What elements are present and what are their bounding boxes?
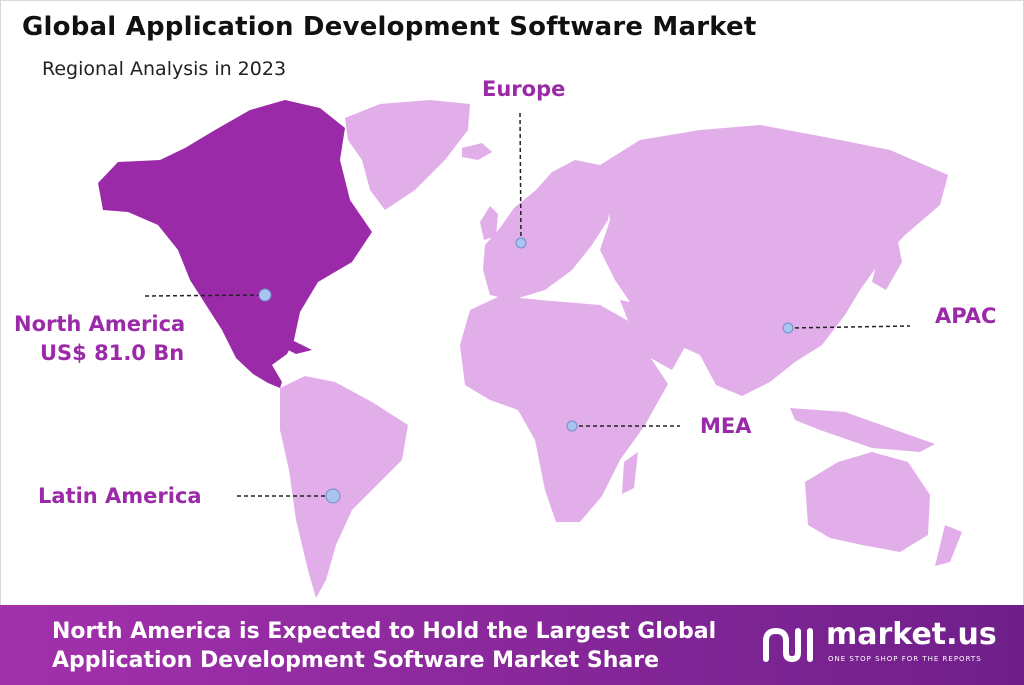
market-us-logo: market.us ONE STOP SHOP FOR THE REPORTS (760, 617, 1010, 671)
greenland-shape (345, 100, 470, 210)
north-america-leader-line (144, 294, 266, 297)
south-america-shape (280, 376, 408, 598)
japan-shape (872, 232, 902, 290)
apac-label: APAC (935, 304, 997, 328)
page-title: Global Application Development Software … (22, 12, 757, 42)
australia-shape (805, 452, 930, 552)
europe-leader-line (519, 112, 522, 244)
footer-message: North America is Expected to Hold the La… (52, 617, 716, 675)
apac-leader-line (787, 325, 911, 329)
madagascar-shape (622, 452, 638, 494)
new-zealand-shape (935, 525, 962, 566)
mea-marker (566, 420, 578, 432)
latin-america-label: Latin America (38, 484, 202, 508)
footer-banner: North America is Expected to Hold the La… (0, 605, 1024, 685)
latin-america-marker (325, 488, 341, 504)
asia-shape (600, 125, 948, 396)
africa-shape (460, 296, 668, 522)
world-map (98, 100, 962, 598)
europe-marker (515, 237, 527, 249)
europe-label: Europe (482, 77, 566, 101)
north-america-value: US$ 81.0 Bn (40, 341, 185, 365)
logo-mark-icon (763, 627, 813, 663)
iceland-shape (462, 143, 492, 160)
footer-line-2: Application Development Software Market … (52, 648, 660, 673)
apac-marker (782, 322, 794, 334)
logo-name: market.us (826, 617, 997, 652)
cuba-shape (272, 340, 312, 354)
europe-shape (483, 160, 612, 300)
arabia-shape (620, 300, 690, 370)
footer-line-1: North America is Expected to Hold the La… (52, 619, 717, 644)
uk-shape (480, 206, 498, 240)
north-america-shape (98, 100, 372, 388)
logo-tagline: ONE STOP SHOP FOR THE REPORTS (828, 655, 982, 663)
indonesia-shape (790, 408, 935, 452)
north-america-marker (258, 288, 272, 302)
page-subtitle: Regional Analysis in 2023 (42, 58, 287, 80)
mea-label: MEA (700, 414, 752, 438)
north-america-label: North America (14, 312, 186, 336)
